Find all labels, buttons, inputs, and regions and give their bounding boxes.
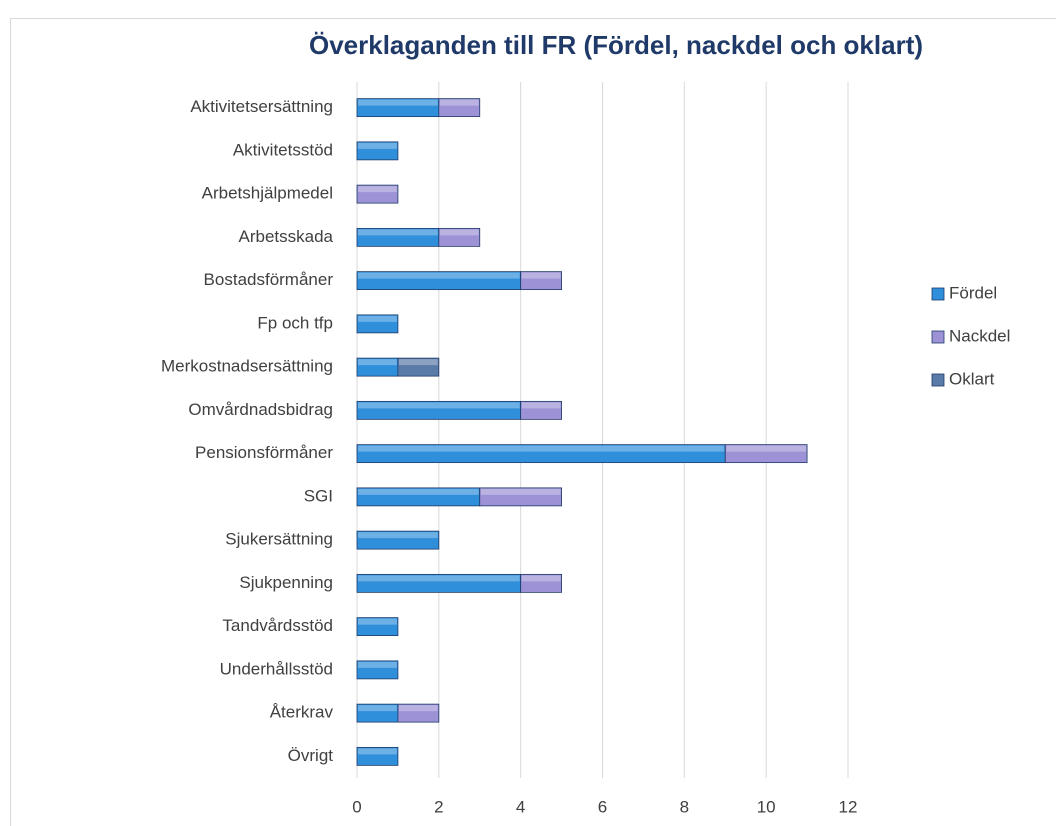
bar-highlight [726, 445, 807, 452]
y-tick-label: Underhållsstöd [220, 659, 333, 678]
legend-label: Nackdel [949, 326, 1010, 345]
legend-swatch [931, 373, 945, 387]
x-tick-label: 2 [434, 797, 443, 816]
bar-segment [520, 400, 562, 420]
bar-segment [356, 617, 399, 637]
bar-segment [520, 573, 562, 593]
bar-highlight [358, 229, 438, 236]
legend-swatch [931, 287, 945, 301]
bar-segment [397, 357, 440, 377]
bar-highlight [358, 99, 438, 106]
bar-segment [356, 314, 399, 334]
y-tick-label: Övrigt [288, 746, 334, 765]
bar-segment [438, 98, 481, 118]
bar-highlight [398, 705, 438, 712]
legend-label: Oklart [949, 369, 995, 388]
bar-highlight [521, 575, 561, 582]
x-tick-label: 6 [598, 797, 607, 816]
x-tick-label: 8 [680, 797, 689, 816]
y-tick-label: Pensionsförmåner [195, 443, 333, 462]
y-tick-label: Tandvårdsstöd [222, 616, 333, 635]
bar-highlight [358, 575, 520, 582]
bar-segment [724, 444, 808, 464]
bar-highlight [439, 99, 479, 106]
y-tick-label: Aktivitetsstöd [233, 140, 333, 159]
bar-highlight [439, 229, 479, 236]
bar-segment [356, 530, 440, 550]
bar-highlight [480, 488, 561, 495]
bar-segment [397, 703, 440, 723]
bar-highlight [358, 488, 479, 495]
legend-swatch [931, 330, 945, 344]
bar-highlight [521, 402, 561, 409]
bar-highlight [358, 532, 438, 539]
y-tick-label: Fp och tfp [257, 313, 333, 332]
bar-highlight [358, 618, 397, 625]
y-tick-label: Bostadsförmåner [204, 270, 334, 289]
y-tick-label: Sjukpenning [239, 573, 333, 592]
chart-title: Överklaganden till FR (Fördel, nackdel o… [309, 30, 923, 60]
bar-highlight [358, 315, 397, 322]
bar-highlight [358, 402, 520, 409]
bar-highlight [358, 186, 397, 193]
y-tick-label: Sjukersättning [225, 530, 333, 549]
bar-highlight [521, 272, 561, 279]
y-tick-label: Återkrav [270, 703, 334, 722]
bar-segment [356, 746, 399, 766]
x-tick-label: 10 [757, 797, 776, 816]
bar-highlight [358, 445, 725, 452]
bar-highlight [358, 272, 520, 279]
y-tick-label: Merkostnadsersättning [161, 357, 333, 376]
y-tick-label: Omvårdnadsbidrag [188, 400, 333, 419]
y-tick-label: Aktivitetsersättning [190, 97, 333, 116]
x-tick-label: 12 [839, 797, 858, 816]
x-tick-label: 4 [516, 797, 525, 816]
bar-highlight [358, 142, 397, 149]
bar-segment [356, 141, 399, 161]
bar-segment [479, 487, 562, 507]
x-tick-label: 0 [352, 797, 361, 816]
y-tick-label: Arbetshjälpmedel [202, 184, 333, 203]
bar-segment [520, 271, 562, 291]
bar-highlight [358, 748, 397, 755]
bar-highlight [398, 359, 438, 366]
bar-highlight [358, 705, 397, 712]
bar-segment [438, 227, 481, 247]
bar-segment [356, 184, 399, 204]
chart-border [10, 18, 1056, 826]
y-tick-label: SGI [304, 486, 333, 505]
bar-highlight [358, 359, 397, 366]
legend-label: Fördel [949, 283, 997, 302]
y-tick-label: Arbetsskada [239, 227, 334, 246]
bar-segment [356, 660, 399, 680]
bar-highlight [358, 661, 397, 668]
